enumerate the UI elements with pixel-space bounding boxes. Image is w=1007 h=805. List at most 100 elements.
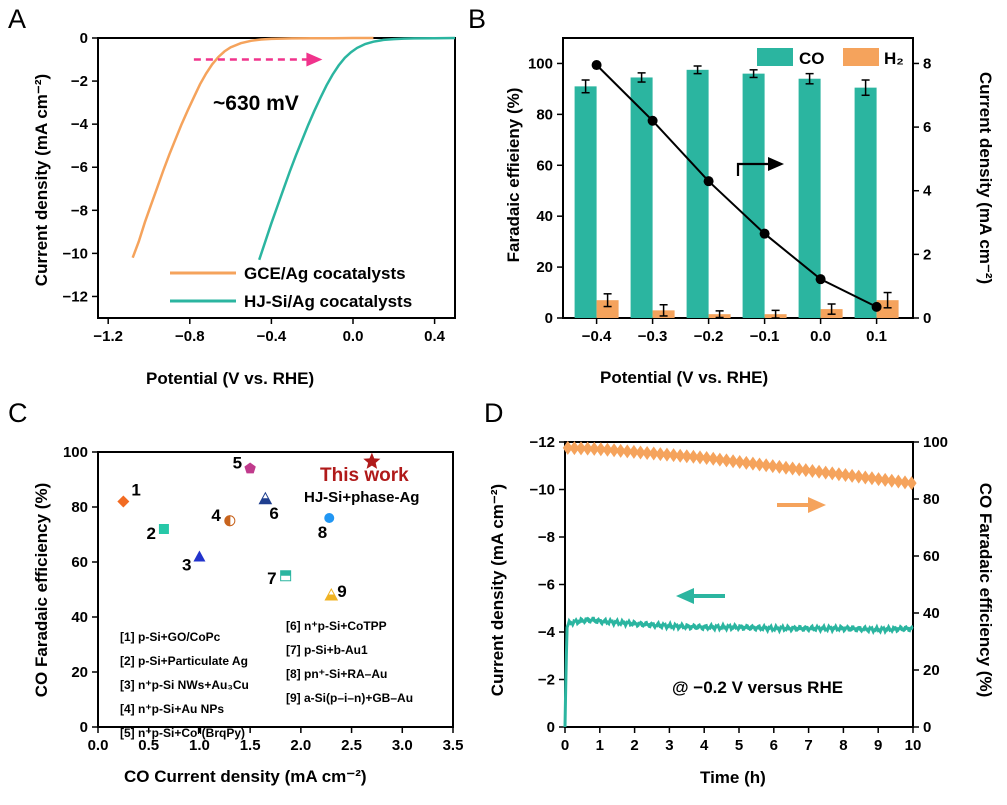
panel-a-xlabel: Potential (V vs. RHE) <box>146 369 314 388</box>
panel-b-current-point <box>703 176 714 187</box>
panel-b-legend-swatch-h2 <box>843 48 879 66</box>
panel-b-current-line <box>595 64 878 308</box>
panel-b-legend-co: CO <box>799 49 825 68</box>
panel-d-xtick-label: 1 <box>596 737 604 754</box>
panel-b-ytick-right-label: 8 <box>923 55 931 72</box>
panel-c-marker-label: 3 <box>182 556 191 575</box>
panel-a-xtick-label: −0.8 <box>175 328 205 345</box>
panel-b-legend-swatch-co <box>757 48 793 66</box>
panel-b-ytick-right-label: 6 <box>923 119 931 136</box>
panel-d-fe-marker <box>589 441 600 456</box>
panel-c-ref-2: [2] p-Si+Particulate Ag <box>120 654 248 668</box>
panel-c-ref-8: [8] pn⁺-Si+RA–Au <box>286 667 387 681</box>
panel-d-fe-marker <box>807 463 818 478</box>
panel-d-fe-marker <box>774 459 785 474</box>
panel-d-current-line <box>563 616 914 728</box>
panel-d-ytick-right-label: 60 <box>923 548 940 565</box>
panel-b-bar-h2 <box>876 300 899 318</box>
panel-b-ytick-right-label: 2 <box>923 246 931 263</box>
panel-c-ref-5: [5] n⁺p-Si+Coᴵᴵ(BrqPy) <box>120 726 245 740</box>
panel-letter-a: A <box>8 4 26 34</box>
panel-a-series-gce <box>131 36 374 259</box>
panel-b-bar-co <box>798 78 821 319</box>
panel-c-marker-label: 4 <box>211 506 221 525</box>
panel-d-ytick-label: −4 <box>538 624 556 641</box>
panel-b-axis-arrow-head <box>768 157 784 171</box>
panel-b-xtick-label: −0.3 <box>638 328 668 345</box>
panel-d-fe-marker <box>681 449 692 464</box>
panel-b-xtick-label: −0.2 <box>694 328 724 345</box>
panel-b-frame <box>562 37 914 319</box>
panel-c-marker-label: 5 <box>233 454 242 473</box>
panel-c-ytick-label: 0 <box>80 719 88 736</box>
panel-d-xtick-label: 10 <box>905 737 922 754</box>
panel-b-ytick-right-label: 4 <box>923 183 932 200</box>
panel-d-xtick-label: 6 <box>770 737 778 754</box>
panel-d-ytick-label: −8 <box>538 529 555 546</box>
panel-c-xtick-label: 3.5 <box>443 737 464 754</box>
panel-b-xtick-label: −0.4 <box>582 328 612 345</box>
panel-c-ref-9: [9] a-Si(p–i–n)+GB–Au <box>286 691 413 705</box>
panel-c-ref-3: [3] n⁺p-Si NWs+Au₃Cu <box>120 678 249 692</box>
panel-d-fe-arrow-head <box>808 497 826 513</box>
panel-d-fe-marker <box>853 469 864 484</box>
panel-b-current-point <box>647 115 658 126</box>
panel-b-ytick-label: 20 <box>536 259 553 276</box>
panel-c-references-right: [6] n⁺p-Si+CoTPP [7] p-Si+b-Au1 [8] pn⁺-… <box>286 619 413 705</box>
panel-d-fe-marker <box>794 462 805 477</box>
panel-d-xtick-label: 9 <box>874 737 882 754</box>
panel-d-fe-marker <box>728 454 739 469</box>
panel-d-ytick-right-label: 20 <box>923 662 940 679</box>
panel-d-fe-marker <box>675 448 686 463</box>
panel-c-xtick-label: 2.0 <box>290 737 311 754</box>
panel-d-fe-marker <box>635 445 646 460</box>
panel-d-xtick-label: 5 <box>735 737 743 754</box>
panel-a-ytick-label: −10 <box>63 245 88 262</box>
panel-a-legend-gce: GCE/Ag cocatalysts <box>244 264 406 283</box>
panel-d-xtick-label: 4 <box>700 737 709 754</box>
panel-a-chart: −1.2 −0.8 −0.4 0.0 0.4 0 −2 −4 −6 −8 −10 −12 <box>63 30 456 345</box>
panel-b-ylabel: Faradaic effieieny (%) <box>504 88 523 263</box>
panel-d-ylabel-right: CO Faradaic efficiency (%) <box>976 483 995 697</box>
panel-d-fe-marker <box>622 444 633 459</box>
panel-d-xtick-label: 7 <box>804 737 812 754</box>
panel-d-fe-marker <box>893 474 904 489</box>
panel-d-fe-marker <box>767 459 778 474</box>
panel-d-fe-marker <box>714 452 725 467</box>
panel-d-fe-marker <box>886 473 897 488</box>
panel-d-fe-marker <box>840 468 851 483</box>
panel-b-bar-h2 <box>596 300 619 318</box>
panel-a-ytick-label: 0 <box>80 30 88 47</box>
panel-b-bar-co <box>854 87 877 319</box>
panel-a-ylabel: Current density (mA cm⁻²) <box>32 74 51 286</box>
panel-c-marker-6-fill <box>259 498 272 504</box>
panel-d-ytick-right-label: 40 <box>923 605 940 622</box>
panel-d-fe-marker <box>847 468 858 483</box>
panel-d-xtick-label: 2 <box>630 737 638 754</box>
panel-d-fe-marker <box>648 446 659 461</box>
panel-a-legend-hjsi: HJ-Si/Ag cocatalysts <box>244 292 412 311</box>
panel-b-ytick-label: 40 <box>536 208 553 225</box>
panel-c-ref-4: [4] n⁺p-Si+Au NPs <box>120 702 224 716</box>
panel-d-fe-marker <box>747 456 758 471</box>
panel-d-fe-marker <box>562 440 573 455</box>
panel-d-fe-marker <box>615 443 626 458</box>
panel-d-fe-marker <box>734 455 745 470</box>
panel-c-marker-label: 8 <box>318 523 327 542</box>
panel-b-xlabel: Potential (V vs. RHE) <box>600 368 768 387</box>
panel-d-fe-marker <box>569 441 580 456</box>
panel-c-ytick-label: 80 <box>71 499 88 516</box>
panel-d-ytick-label: −10 <box>530 482 555 499</box>
panel-d-fe-marker <box>754 457 765 472</box>
panel-d-ytick-label: −6 <box>538 577 555 594</box>
panel-d-fe-marker <box>800 463 811 478</box>
panel-a-ytick-label: −6 <box>71 159 88 176</box>
panel-d-fe-marker <box>873 472 884 487</box>
panel-c-ytick-label: 60 <box>71 554 88 571</box>
panel-b-bar-co <box>686 69 709 319</box>
panel-d-fe-marker <box>595 442 606 457</box>
panel-d-ytick-right-label: 0 <box>923 719 931 736</box>
panel-c-marker-label: 2 <box>146 524 155 543</box>
panel-d-fe-marker <box>761 458 772 473</box>
